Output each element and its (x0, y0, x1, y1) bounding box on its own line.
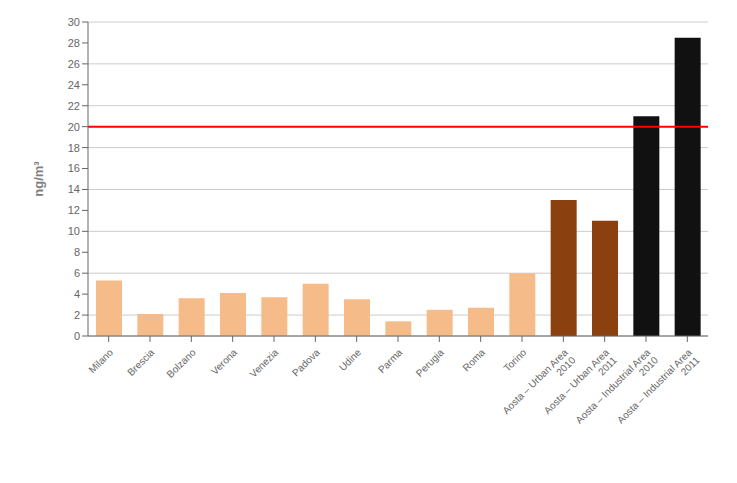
svg-text:Roma: Roma (460, 346, 487, 373)
svg-text:14: 14 (68, 183, 80, 195)
svg-text:0: 0 (74, 330, 80, 342)
svg-text:Venezia: Venezia (247, 346, 280, 379)
svg-text:18: 18 (68, 142, 80, 154)
svg-text:Padova: Padova (290, 346, 322, 378)
svg-text:30: 30 (68, 16, 80, 28)
svg-text:12: 12 (68, 204, 80, 216)
svg-text:Brescia: Brescia (125, 346, 157, 378)
svg-text:Aosta – Industrial Area2011: Aosta – Industrial Area2011 (615, 346, 702, 433)
svg-text:Milano: Milano (86, 346, 115, 375)
svg-text:2: 2 (74, 309, 80, 321)
svg-text:24: 24 (68, 79, 80, 91)
svg-text:16: 16 (68, 162, 80, 174)
svg-text:26: 26 (68, 58, 80, 70)
svg-text:10: 10 (68, 225, 80, 237)
svg-text:Torino: Torino (501, 346, 528, 373)
svg-text:ng/m³: ng/m³ (31, 161, 46, 197)
svg-text:22: 22 (68, 100, 80, 112)
svg-text:20: 20 (68, 121, 80, 133)
svg-text:4: 4 (74, 288, 80, 300)
svg-text:28: 28 (68, 37, 80, 49)
svg-text:8: 8 (74, 246, 80, 258)
svg-text:Parma: Parma (376, 346, 405, 375)
svg-text:Bolzano: Bolzano (164, 346, 198, 380)
svg-text:Verona: Verona (209, 346, 239, 376)
svg-text:6: 6 (74, 267, 80, 279)
svg-text:Perugia: Perugia (414, 346, 446, 378)
svg-text:Udine: Udine (337, 346, 364, 373)
